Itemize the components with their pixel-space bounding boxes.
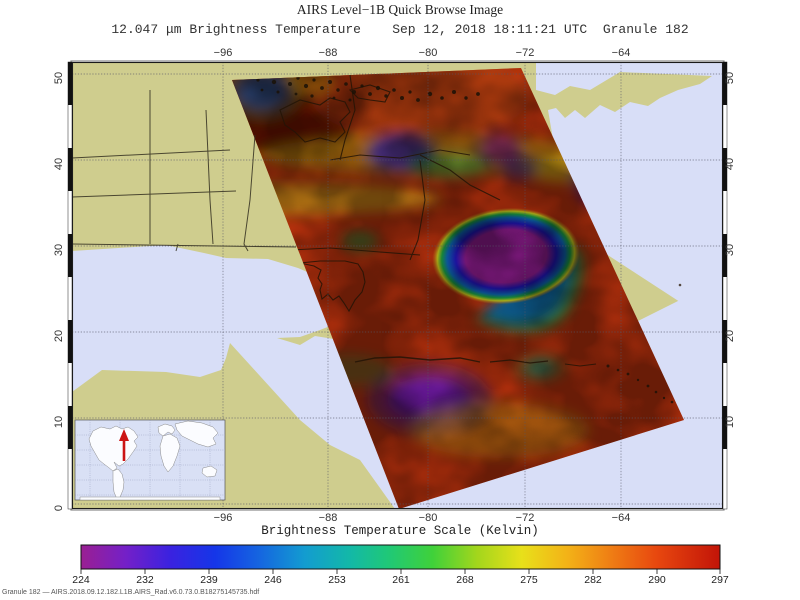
svg-text:20: 20 <box>724 330 736 342</box>
svg-text:0: 0 <box>53 505 65 511</box>
svg-text:−72: −72 <box>516 512 535 524</box>
svg-text:282: 282 <box>584 574 602 586</box>
svg-text:297: 297 <box>711 574 729 586</box>
svg-text:261: 261 <box>392 574 410 586</box>
svg-text:−64: −64 <box>612 512 631 524</box>
svg-text:30: 30 <box>53 244 65 256</box>
svg-text:232: 232 <box>136 574 154 586</box>
svg-text:−96: −96 <box>214 47 233 59</box>
svg-text:10: 10 <box>53 416 65 428</box>
svg-text:−64: −64 <box>612 47 631 59</box>
svg-text:50: 50 <box>53 72 65 84</box>
svg-text:20: 20 <box>53 330 65 342</box>
svg-text:−80: −80 <box>419 47 438 59</box>
svg-text:268: 268 <box>456 574 474 586</box>
svg-text:50: 50 <box>724 72 736 84</box>
svg-text:−72: −72 <box>516 47 535 59</box>
svg-text:246: 246 <box>264 574 282 586</box>
svg-text:224: 224 <box>72 574 90 586</box>
svg-text:290: 290 <box>648 574 666 586</box>
svg-text:−80: −80 <box>419 512 438 524</box>
svg-text:−96: −96 <box>214 512 233 524</box>
svg-text:−88: −88 <box>319 512 338 524</box>
svg-text:10: 10 <box>724 416 736 428</box>
svg-text:30: 30 <box>724 244 736 256</box>
svg-text:239: 239 <box>200 574 218 586</box>
svg-text:253: 253 <box>328 574 346 586</box>
svg-text:275: 275 <box>520 574 538 586</box>
svg-text:Brightness Temperature Scale (: Brightness Temperature Scale (Kelvin) <box>261 524 539 538</box>
svg-text:40: 40 <box>53 158 65 170</box>
svg-text:Granule 182 — AIRS.2018.09.12.: Granule 182 — AIRS.2018.09.12.182.L1B.AI… <box>2 589 259 596</box>
svg-text:−88: −88 <box>319 47 338 59</box>
svg-text:40: 40 <box>724 158 736 170</box>
